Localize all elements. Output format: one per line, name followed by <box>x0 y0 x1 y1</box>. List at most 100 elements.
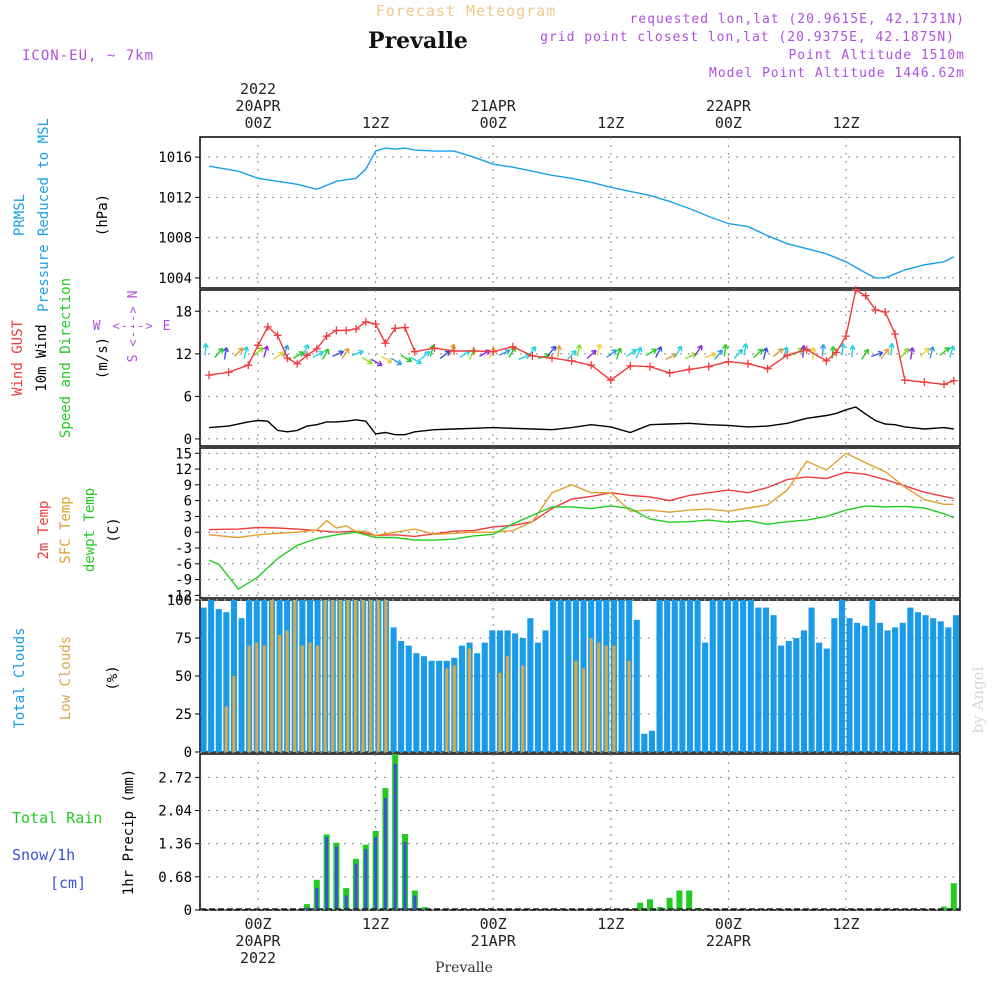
gust-line-point <box>469 346 478 355</box>
total-cloud-bar <box>534 642 541 752</box>
wind-direction-arrow <box>420 350 431 360</box>
y-tick-label: 0 <box>184 525 192 541</box>
wind-direction-arrow <box>900 347 910 358</box>
wind-label-3: (m/s) <box>95 337 111 379</box>
wind-direction-arrow <box>321 348 330 360</box>
total-cloud-bar <box>846 618 853 752</box>
total-cloud-bar <box>952 615 959 752</box>
wind-direction-arrow <box>861 348 869 360</box>
wind-direction-arrow <box>908 347 916 360</box>
low-cloud-bar <box>445 668 449 752</box>
low-cloud-bar <box>331 600 335 752</box>
gust-line-point <box>851 286 860 294</box>
gust-line-point <box>352 325 360 333</box>
panel-frame <box>199 447 961 599</box>
low-cloud-bar <box>582 668 586 752</box>
rain-bar <box>647 899 653 910</box>
temp-label-1: SFC Temp <box>58 496 74 563</box>
y-tick-label: -6 <box>175 557 192 573</box>
low-cloud-bar <box>224 706 228 752</box>
total-cloud-bar <box>633 619 640 752</box>
rain-bar <box>676 890 683 910</box>
wind-direction-arrow <box>547 345 557 356</box>
pressure-label-1: Pressure Reduced to MSL <box>36 118 52 312</box>
low-cloud-bar <box>278 635 282 752</box>
gust-line-point <box>430 344 439 353</box>
total-cloud-bar <box>800 630 807 752</box>
total-cloud-bar <box>762 607 769 752</box>
footer-station: Prevalle <box>435 960 493 976</box>
gust-line-point <box>371 320 380 329</box>
total-cloud-bar <box>732 600 739 752</box>
gust-line-point <box>744 359 752 368</box>
low-cloud-bar <box>506 656 510 752</box>
compass-vertical-arrow: <---> <box>126 305 140 346</box>
low-cloud-bar <box>612 645 616 752</box>
low-cloud-bar <box>262 645 266 752</box>
wind-direction-arrow <box>919 347 930 357</box>
time-label: 20APR <box>235 97 281 115</box>
total-cloud-bar <box>702 642 709 752</box>
compass-horizontal-arrow: <---> <box>112 319 153 333</box>
requested-location: requested lon,lat (20.9615E, 42.1731N) <box>630 12 965 27</box>
snow-bar <box>423 909 427 910</box>
snow-bar <box>334 846 338 910</box>
total-cloud-bar <box>823 648 830 752</box>
wind-direction-arrow <box>332 350 344 358</box>
y-tick-label: 12 <box>175 347 192 363</box>
low-cloud-bar <box>361 600 365 752</box>
wind-direction-arrow <box>468 347 476 360</box>
compass-e: E <box>163 319 172 334</box>
snow-bar <box>393 763 397 911</box>
low-cloud-bar <box>452 665 456 752</box>
time-label: 00Z <box>715 114 742 132</box>
y-tick-label: -3 <box>175 541 192 557</box>
wind-direction-arrow <box>782 346 789 359</box>
wind-direction-arrow <box>819 343 827 357</box>
wind-speed-line <box>208 406 954 436</box>
credit-watermark: by Angel <box>969 666 987 733</box>
wind-direction-arrow <box>282 344 290 357</box>
total-cloud-bar <box>869 600 876 752</box>
low-cloud-bar <box>323 600 327 752</box>
low-cloud-bar <box>308 642 312 752</box>
total-cloud-bar <box>512 633 519 752</box>
y-tick-label: 6 <box>184 494 192 510</box>
time-label: 12Z <box>832 915 859 933</box>
y-tick-label: 0 <box>184 903 192 919</box>
time-label: 00Z <box>480 915 507 933</box>
total-cloud-bar <box>907 607 914 752</box>
wind-direction-arrow <box>753 348 764 358</box>
gust-line-point <box>205 371 213 380</box>
time-label: 12Z <box>362 915 389 933</box>
gust-line-point <box>244 361 253 370</box>
wind-direction-arrow <box>202 342 209 356</box>
wind-direction-arrow <box>949 345 956 358</box>
total-cloud-bar <box>458 645 465 752</box>
point-altitude: Point Altitude 1510m <box>788 48 965 63</box>
wind-direction-arrow <box>880 348 890 359</box>
total-cloud-bar <box>709 600 716 752</box>
total-cloud-bar <box>831 618 838 752</box>
wind-direction-arrow <box>645 348 658 357</box>
panel-precip: 0 0.68 1.36 2.04 2.72 <box>158 753 961 919</box>
time-label: 2022 <box>240 80 276 98</box>
total-cloud-bar <box>565 600 572 752</box>
temp-line-1 <box>208 452 954 539</box>
compass-s: S <box>126 354 141 363</box>
wind-direction-arrow <box>586 349 597 359</box>
total-cloud-bar <box>793 638 800 752</box>
y-tick-label: 0 <box>184 432 192 448</box>
total-cloud-bar <box>618 600 625 752</box>
total-cloud-bar <box>436 660 443 752</box>
rain-bar <box>637 902 644 910</box>
low-cloud-bar <box>300 645 304 752</box>
wind-direction-arrow <box>371 358 383 367</box>
wind-direction-arrow <box>361 356 373 365</box>
wind-direction-arrow <box>704 351 717 359</box>
y-tick-label: 75 <box>175 631 192 647</box>
time-label: 21APR <box>471 97 517 115</box>
total-cloud-bar <box>200 607 207 752</box>
snow-bar <box>374 836 378 910</box>
precip-legend-1: Snow/1h <box>12 846 75 864</box>
